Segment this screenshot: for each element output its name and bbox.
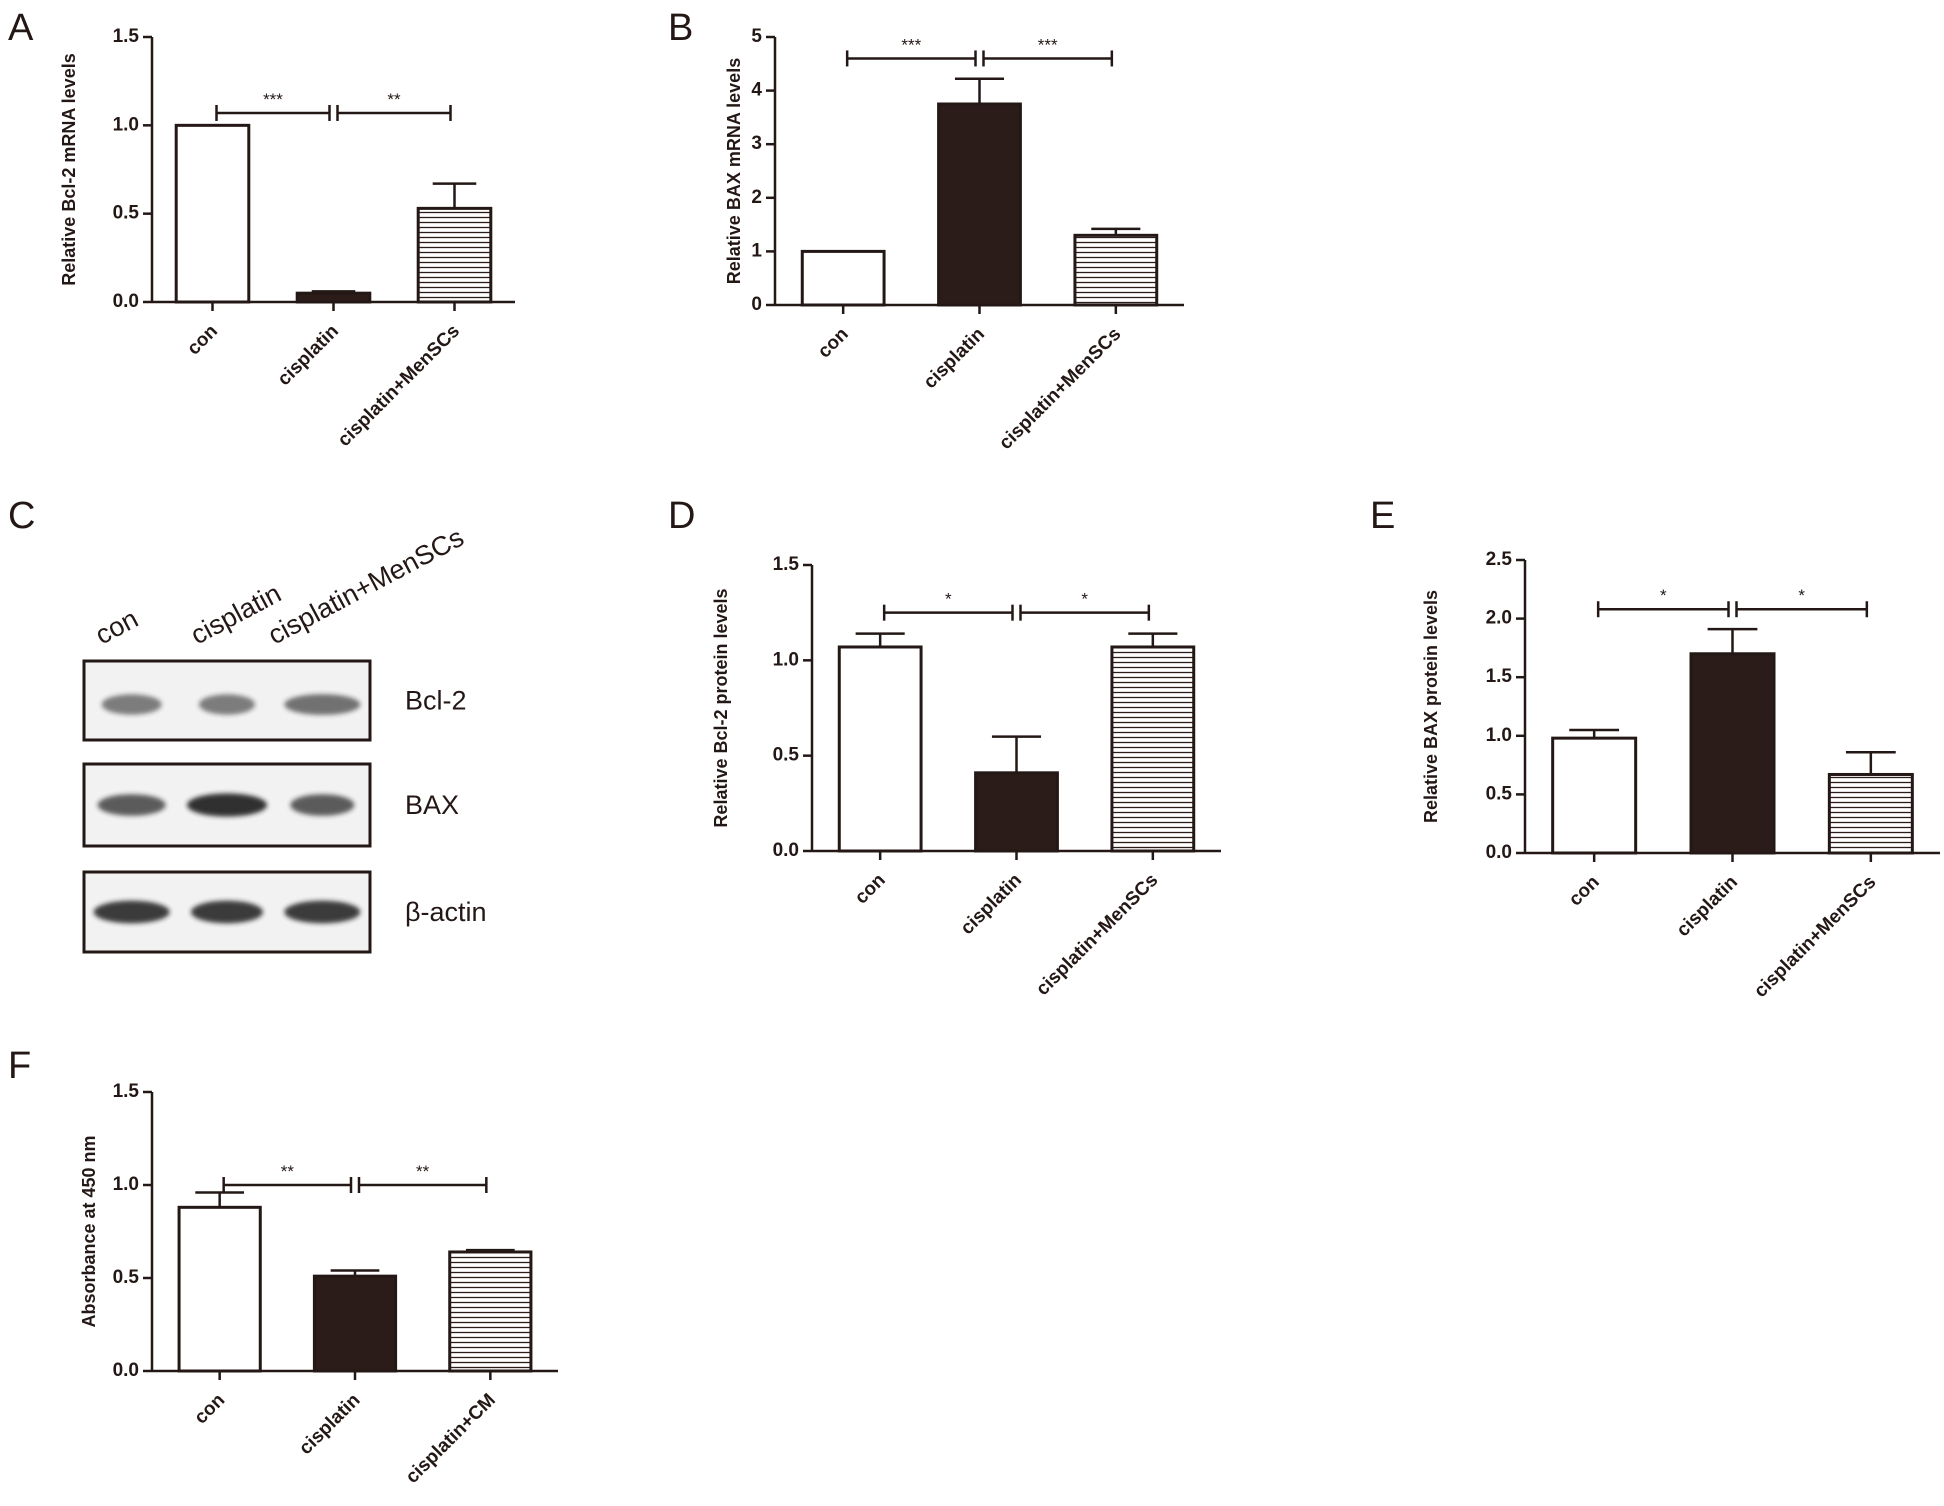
y-tick-label: 1.0 — [773, 649, 799, 670]
panel-label: F — [8, 1045, 31, 1087]
y-tick-label: 2.0 — [1486, 608, 1512, 629]
x-tick-label: cisplatin — [295, 1390, 364, 1459]
y-tick-label: 0.0 — [773, 840, 799, 861]
y-tick-label: 1 — [751, 240, 762, 261]
blot-band — [191, 900, 263, 924]
blot-band — [284, 900, 361, 924]
bar — [837, 645, 923, 853]
x-tick-label: con — [183, 321, 222, 360]
significance-label: * — [1798, 586, 1805, 605]
significance-label: *** — [263, 90, 283, 109]
y-tick-label: 1.5 — [113, 1081, 140, 1102]
blot-band — [290, 794, 355, 816]
bar — [1073, 233, 1159, 307]
panel-label: A — [8, 7, 34, 49]
y-tick-label: 2 — [751, 187, 762, 208]
y-tick-label: 0.0 — [1486, 842, 1512, 863]
y-axis-label: Relative Bcl-2 protein levels — [711, 588, 731, 827]
y-tick-label: 1.0 — [113, 114, 139, 135]
x-tick-label: cisplatin — [920, 324, 989, 393]
y-tick-label: 4 — [751, 80, 762, 101]
significance-label: ** — [281, 1162, 295, 1181]
y-tick-label: 1.5 — [773, 554, 800, 575]
y-tick-label: 1.5 — [1486, 666, 1513, 687]
y-tick-label: 2.5 — [1486, 549, 1513, 570]
bar — [312, 1274, 398, 1373]
significance-label: ** — [387, 90, 401, 109]
x-tick-label: cisplatin+MenSCs — [995, 324, 1125, 454]
band-label: Bcl-2 — [405, 686, 467, 716]
lane-label: con — [90, 603, 143, 650]
bar-panel: D 0.0 0.5 1.0 1.5 Relative Bcl-2 protein leve… — [668, 495, 1221, 1000]
bar-panel: F 0.0 0.5 1.0 1.5 Absorbance at 450 nm con cisp… — [8, 1045, 558, 1488]
x-tick-label: cisplatin — [274, 321, 343, 390]
blot-band — [187, 793, 267, 817]
bar-panel: E 0.0 0.5 1.0 1.5 2.0 2.5 Relative BAX protein … — [1370, 495, 1940, 1002]
bar — [1551, 736, 1638, 855]
x-tick-label: cisplatin+MenSCs — [1032, 870, 1162, 1000]
bar — [937, 102, 1022, 307]
y-tick-label: 1.5 — [113, 26, 140, 47]
y-tick-label: 0.0 — [113, 1360, 139, 1381]
bar — [416, 206, 493, 304]
panel-label: C — [8, 495, 35, 537]
bar-panel: B 0 1 2 3 4 5 Relative BAX mRNA levels con cispla… — [668, 7, 1184, 454]
y-tick-label: 0.5 — [113, 1267, 140, 1288]
significance-label: ** — [416, 1162, 430, 1181]
y-tick-label: 1.0 — [1486, 725, 1512, 746]
x-tick-label: cisplatin+MenSCs — [1750, 872, 1880, 1002]
x-tick-label: cisplatin — [957, 870, 1026, 939]
y-tick-label: 0 — [751, 294, 762, 315]
blot-band — [101, 694, 162, 715]
y-axis-label: Relative BAX mRNA levels — [724, 58, 744, 284]
y-tick-label: 0.0 — [113, 291, 139, 312]
bar — [448, 1250, 533, 1373]
significance-label: * — [945, 590, 952, 609]
bar-panel: A 0.0 0.5 1.0 1.5 Relative Bcl-2 mRNA levels c… — [8, 7, 515, 451]
y-tick-label: 1.0 — [113, 1174, 139, 1195]
significance-label: *** — [901, 35, 921, 54]
x-tick-label: con — [814, 324, 853, 363]
bar — [1689, 652, 1776, 855]
blot-band — [93, 900, 170, 924]
x-tick-label: con — [1565, 872, 1604, 911]
y-tick-label: 0.5 — [1486, 783, 1513, 804]
bar — [295, 291, 372, 304]
y-axis-label: Absorbance at 450 nm — [79, 1135, 99, 1327]
blot-band — [199, 694, 255, 715]
panel-label: B — [668, 7, 693, 49]
x-tick-label: cisplatin+CM — [402, 1390, 500, 1488]
blot-band — [97, 794, 166, 816]
bar — [974, 771, 1059, 853]
panel-label: D — [668, 495, 695, 537]
y-tick-label: 5 — [751, 26, 762, 47]
x-tick-label: cisplatin — [1673, 872, 1742, 941]
panel-label: E — [1370, 495, 1395, 537]
lane-label: cisplatin+MenSCs — [263, 522, 469, 650]
y-tick-label: 0.5 — [773, 745, 800, 766]
x-tick-label: cisplatin+MenSCs — [334, 321, 464, 451]
x-tick-label: con — [190, 1390, 229, 1429]
band-label: BAX — [405, 790, 459, 820]
bar — [800, 249, 886, 307]
bar — [1110, 645, 1196, 853]
bar — [177, 1205, 262, 1373]
x-tick-label: con — [851, 870, 890, 909]
significance-label: *** — [1038, 35, 1058, 54]
bar — [1827, 772, 1914, 855]
y-tick-label: 3 — [751, 133, 762, 154]
significance-label: * — [1660, 586, 1667, 605]
band-label: β-actin — [405, 897, 487, 927]
significance-label: * — [1081, 590, 1088, 609]
bar — [174, 123, 251, 304]
y-axis-label: Relative Bcl-2 mRNA levels — [59, 53, 79, 285]
blot-band — [284, 694, 361, 715]
y-tick-label: 0.5 — [113, 203, 140, 224]
y-axis-label: Relative BAX protein levels — [1421, 590, 1441, 823]
